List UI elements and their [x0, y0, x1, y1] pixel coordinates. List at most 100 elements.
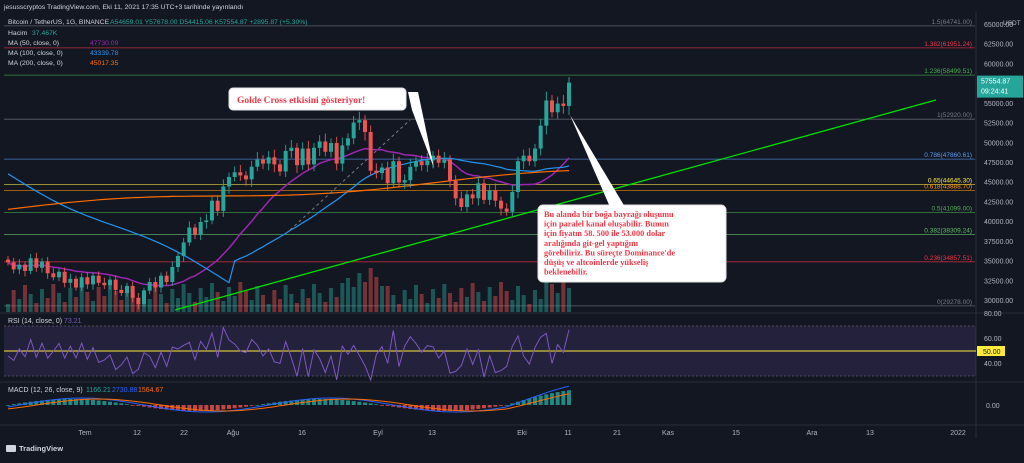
rsi-label: RSI (14, close, 0)	[8, 318, 62, 325]
volume-bar	[306, 298, 311, 312]
candle-body	[244, 175, 248, 180]
volume-bars	[6, 268, 571, 312]
macd-bar	[255, 404, 260, 406]
rsi-line	[7, 325, 570, 382]
macd-bar	[45, 399, 50, 405]
volume-bar	[351, 287, 356, 312]
macd-bar	[108, 401, 112, 405]
candle-body	[289, 147, 294, 151]
macd-bar	[244, 405, 248, 407]
candle-body	[238, 172, 243, 176]
ma200-value: 45017.35	[90, 60, 119, 67]
candle-body	[164, 275, 169, 282]
price-tick: 30000.00	[984, 298, 1013, 305]
rsi-marker-badge	[977, 346, 1005, 356]
volume-bar	[261, 295, 265, 312]
candle-body	[181, 242, 186, 256]
candle-body	[119, 289, 124, 294]
price-tick: 47500.00	[984, 160, 1013, 167]
candle-body	[91, 275, 95, 285]
macd-bar	[555, 392, 560, 405]
candle-body	[436, 155, 441, 163]
fib-label: 1(52920.00)	[937, 112, 972, 119]
candle-body	[470, 194, 475, 199]
volume-bar	[193, 302, 197, 312]
volume-bar	[300, 289, 305, 312]
macd-bar	[380, 405, 384, 406]
time-tick: 11	[564, 430, 571, 437]
volume-bar	[368, 268, 373, 312]
volume-bar	[295, 303, 299, 312]
candle-body	[527, 155, 532, 162]
candle-body	[334, 143, 339, 164]
ma100-label: MA (100, close, 0)	[8, 50, 63, 57]
volume-bar	[555, 293, 560, 312]
macd-bar	[340, 399, 345, 405]
candle-body	[351, 122, 356, 139]
volume-bar	[516, 286, 520, 312]
macd-bar	[85, 399, 90, 405]
volume-bar	[567, 288, 571, 312]
fib-label: 0.65(44645.30)	[928, 178, 972, 185]
macd-bar	[119, 403, 124, 405]
macd-bar	[346, 400, 350, 405]
volume-bar	[17, 299, 22, 312]
ma100-value: 43339.78	[90, 50, 119, 57]
currency-label: USDT	[1003, 20, 1021, 27]
time-tick: Eki	[517, 430, 527, 437]
volume-bar	[402, 290, 407, 312]
macd-bar	[221, 405, 226, 410]
volume-bar	[465, 297, 469, 312]
volume-bar	[283, 285, 288, 312]
volume-bar	[391, 295, 396, 312]
ohlc-values: A54659.01 Y57678.00 D54415.06 K57554.87 …	[110, 19, 308, 26]
time-tick: 2022	[950, 430, 966, 437]
candle-body	[312, 147, 316, 165]
candle-body	[51, 273, 56, 278]
fib-label: 1.5(64741.00)	[932, 19, 972, 26]
candle-body	[465, 194, 469, 207]
price-tick: 65000.00	[984, 22, 1013, 29]
macd-bar	[436, 405, 441, 411]
volume-bar	[533, 290, 537, 312]
legend: jesusscryptos TradingView.com, Eki 11, 2…	[3, 4, 308, 67]
volume-bar	[79, 283, 84, 312]
volume-bar	[255, 286, 260, 312]
macd-value-hist: 1166.21	[86, 387, 111, 394]
candle-body	[425, 160, 430, 166]
candle-body	[397, 161, 401, 183]
volume-bar	[266, 304, 271, 312]
macd-bar	[493, 405, 498, 407]
candle-body	[255, 159, 260, 167]
macd-bar	[187, 405, 192, 411]
macd-bar	[544, 394, 549, 405]
candle-body	[317, 141, 322, 148]
macd-bar	[334, 399, 339, 405]
time-tick: Ara	[807, 430, 818, 437]
ma50-label: MA (50, close, 0)	[8, 40, 59, 47]
ma50-line	[7, 147, 570, 287]
flag-note-text: Bu alanda bir boğa bayrağı oluşumu için p…	[544, 210, 675, 277]
macd-tick: 0.00	[986, 403, 1000, 410]
macd-bar	[6, 405, 10, 406]
candle-body	[408, 166, 413, 181]
volume-bar	[550, 284, 554, 312]
macd-bar	[323, 399, 328, 405]
macd-bar	[215, 405, 220, 411]
candle-body	[504, 208, 509, 212]
candle-body	[448, 159, 452, 181]
volume-bar	[312, 284, 316, 312]
candle-body	[499, 200, 503, 209]
published-line: jesusscryptos TradingView.com, Eki 11, 2…	[3, 4, 243, 11]
rsi-tick: 80.00	[984, 311, 1002, 318]
macd-bar	[482, 405, 486, 409]
candle-body	[198, 222, 203, 235]
candle-body	[147, 282, 152, 291]
macd-bar	[550, 393, 554, 405]
volume-bar	[431, 289, 435, 312]
candle-body	[102, 282, 107, 286]
macd-bar	[238, 405, 243, 408]
candle-body	[555, 103, 560, 113]
volume-label: Hacim	[8, 30, 28, 37]
